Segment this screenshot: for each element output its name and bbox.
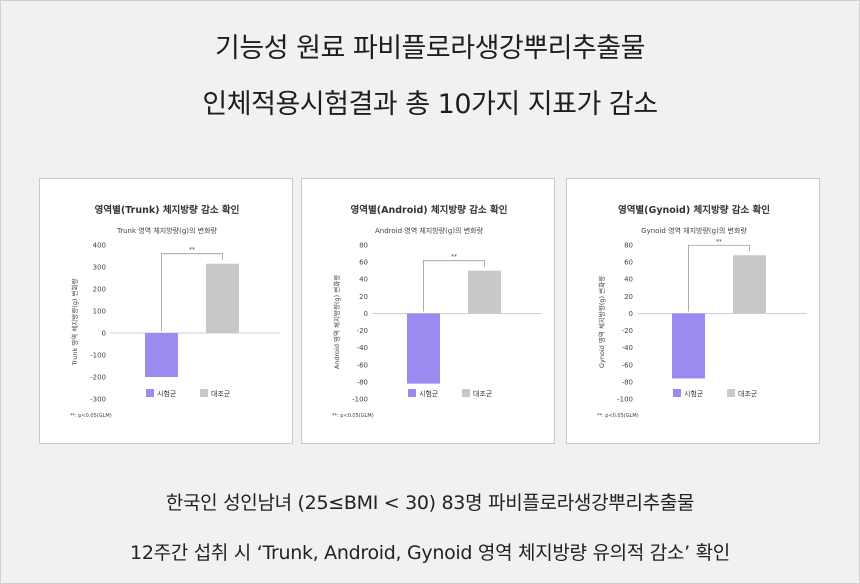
significance-note: **: p<0.05(GLM) (597, 413, 639, 419)
chart-card-android: 영역별(Android) 체지방량 감소 확인 Android 영역 체지방량(g… (301, 178, 555, 444)
y-tick-label: 100 (93, 308, 106, 316)
bar-treatment (407, 313, 440, 384)
chart-trunk: 영역별(Trunk) 체지방량 감소 확인 Trunk 영역 체지방량(g)의 변… (70, 204, 280, 419)
headline-line1: 기능성 원료 파비플로라생강뿌리추출물 (215, 33, 645, 64)
significance-note: **: p<0.05(GLM) (332, 413, 374, 419)
legend-swatch-treatment (146, 389, 154, 397)
chart-title: 영역별(Trunk) 체지방량 감소 확인 (95, 204, 240, 216)
y-tick-label: 0 (102, 330, 106, 338)
y-tick-label: 80 (624, 242, 633, 250)
legend-label-control: 대조군 (738, 390, 758, 398)
chart-android: 영역별(Android) 체지방량 감소 확인 Android 영역 체지방량(g… (332, 204, 542, 419)
y-tick-label: -60 (622, 361, 633, 369)
legend-label-treatment: 시험군 (419, 390, 439, 398)
significance-mark: ** (451, 254, 457, 261)
legend-swatch-control (727, 389, 735, 397)
y-tick-label: 300 (93, 264, 106, 272)
y-tick-label: 20 (624, 293, 633, 301)
significance-bracket (161, 253, 223, 331)
y-tick-label: -40 (622, 344, 633, 352)
chart-card-trunk: 영역별(Trunk) 체지방량 감소 확인 Trunk 영역 체지방량(g)의 변… (39, 178, 293, 444)
footer-line1: 한국인 성인남녀 (25≤BMI < 30) 83명 파비플로라생강뿌리추출물 (165, 492, 695, 514)
y-tick-label: 80 (359, 242, 368, 250)
bar-control (468, 270, 501, 314)
y-tick-label: -100 (90, 352, 106, 360)
significance-bracket (688, 244, 750, 312)
chart-gynoid: 영역별(Gynoid) 체지방량 감소 확인 Gynoid 영역 체지방량(g)의… (597, 204, 807, 419)
legend-label-control: 대조군 (211, 390, 231, 398)
significance-mark: ** (189, 247, 195, 254)
y-axis-label: Trunk 영역 체지방량(g) 변화량 (70, 279, 79, 367)
footer-line2: 12주간 섭취 시 ‘Trunk, Android, Gynoid 영역 체지방… (130, 542, 730, 564)
chart-subtitle: Gynoid 영역 체지방량(g)의 변화량 (641, 226, 747, 235)
y-tick-label: 400 (93, 242, 106, 250)
significance-note: **: p<0.05(GLM) (70, 413, 112, 419)
bar-control (733, 255, 766, 314)
y-tick-label: 0 (629, 310, 633, 318)
bar-treatment (145, 333, 178, 377)
legend-swatch-control (462, 389, 470, 397)
legend-label-treatment: 시험군 (684, 390, 704, 398)
headline-line2: 인체적용시험결과 총 10가지 지표가 감소 (202, 89, 658, 120)
legend-swatch-treatment (673, 389, 681, 397)
legend-label-control: 대조군 (473, 390, 493, 398)
y-tick-label: 40 (624, 276, 633, 284)
y-tick-label: -300 (90, 396, 106, 404)
y-tick-label: 60 (624, 259, 633, 267)
y-tick-label: -20 (622, 327, 633, 335)
y-tick-label: -20 (357, 327, 368, 335)
y-tick-label: 40 (359, 276, 368, 284)
y-tick-label: 0 (364, 310, 368, 318)
chart-subtitle: Trunk 영역 체지방량(g)의 변화량 (116, 226, 218, 235)
significance-bracket (423, 260, 485, 312)
chart-title: 영역별(Gynoid) 체지방량 감소 확인 (618, 204, 770, 216)
bar-control (206, 263, 239, 333)
chart-subtitle: Android 영역 체지방량(g)의 변화량 (375, 226, 484, 235)
y-tick-label: 60 (359, 259, 368, 267)
legend-label-treatment: 시험군 (157, 390, 177, 398)
y-axis-label: Gynoid 영역 체지방량(g) 변화량 (597, 276, 606, 368)
chart-title: 영역별(Android) 체지방량 감소 확인 (351, 204, 508, 216)
y-axis-label: Android 영역 체지방량(g) 변화량 (332, 275, 341, 369)
y-tick-label: -100 (352, 396, 368, 404)
legend-swatch-treatment (408, 389, 416, 397)
y-tick-label: 200 (93, 286, 106, 294)
y-tick-label: -40 (357, 344, 368, 352)
y-tick-label: 20 (359, 293, 368, 301)
y-tick-label: -100 (617, 396, 633, 404)
chart-card-gynoid: 영역별(Gynoid) 체지방량 감소 확인 Gynoid 영역 체지방량(g)의… (566, 178, 820, 444)
y-tick-label: -60 (357, 361, 368, 369)
y-tick-label: -80 (357, 378, 368, 386)
y-tick-label: -80 (622, 378, 633, 386)
bar-treatment (672, 313, 705, 379)
significance-mark: ** (716, 238, 722, 245)
y-tick-label: -200 (90, 374, 106, 382)
legend-swatch-control (200, 389, 208, 397)
